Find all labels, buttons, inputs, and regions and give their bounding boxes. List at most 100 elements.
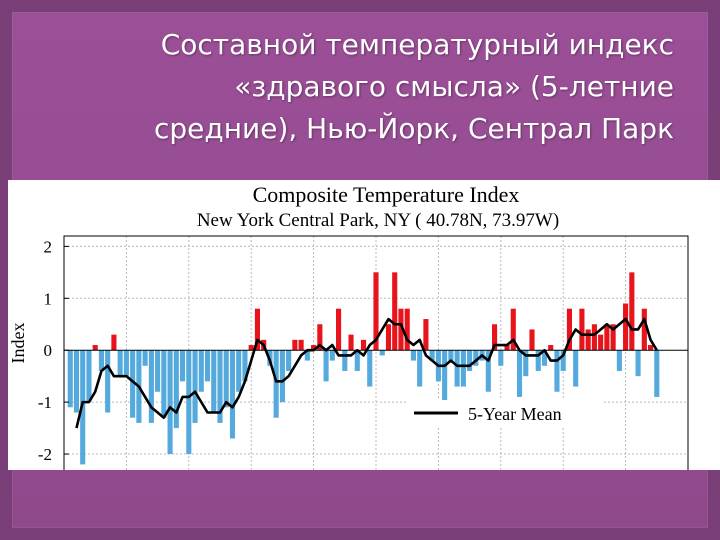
bar-1913 <box>142 350 148 366</box>
bar-1955 <box>404 308 410 351</box>
bar-1917 <box>167 350 173 455</box>
bar-1925 <box>217 350 223 423</box>
bar-1927 <box>229 350 236 439</box>
bar-1907 <box>105 350 111 413</box>
mean-series-line <box>75 317 658 429</box>
bar-1954 <box>398 308 404 351</box>
bar-1966 <box>473 350 479 366</box>
bar-1915 <box>155 350 161 392</box>
y-tick-labels: 2 1 0 -1 -2 <box>38 237 69 464</box>
bar-1980 <box>560 350 566 371</box>
bar-1977 <box>541 350 548 366</box>
bar-1947 <box>354 350 360 371</box>
bar-1956 <box>410 350 416 361</box>
bar-1930 <box>248 345 254 351</box>
bar-1931 <box>254 308 260 351</box>
bar-1978 <box>548 345 554 351</box>
bar-1961 <box>442 350 448 418</box>
y-tick-label: -2 <box>38 445 52 464</box>
bar-1938 <box>298 339 304 351</box>
bar-1971 <box>504 345 510 351</box>
bar-1940 <box>311 345 317 351</box>
bar-1923 <box>204 350 211 382</box>
bar-1941 <box>317 324 323 351</box>
bar-1901 <box>67 350 73 408</box>
bar-1972 <box>510 308 516 351</box>
bar-1970 <box>498 350 504 366</box>
chart-panel: Composite Temperature Index New York Cen… <box>8 180 720 505</box>
bar-1936 <box>286 350 292 371</box>
slide-title-line-2: «здравого смысла» (5-летние <box>234 70 674 103</box>
bar-1924 <box>211 350 217 413</box>
bar-1950 <box>373 272 379 351</box>
bar-1911 <box>130 350 136 418</box>
bar-1928 <box>236 350 242 392</box>
bar-1989 <box>616 350 622 371</box>
bar-1904 <box>86 350 92 403</box>
bar-1976 <box>535 350 541 371</box>
bar-1905 <box>92 345 98 351</box>
bar-1909 <box>117 350 123 377</box>
bar-1957 <box>417 350 423 387</box>
bar-1945 <box>342 350 348 371</box>
bar-1968 <box>485 350 491 392</box>
legend: 5-Year Mean <box>406 400 602 426</box>
slide-title-line-1: Составной температурный индекс <box>160 28 674 61</box>
bar-1985 <box>591 324 597 351</box>
bar-1982 <box>573 350 579 387</box>
slide-title: Составной температурный индекс «здравого… <box>74 24 674 150</box>
bar-1926 <box>223 350 229 408</box>
bar-1987 <box>604 324 610 351</box>
bar-1916 <box>161 350 167 418</box>
bar-1949 <box>367 350 373 387</box>
bar-1979 <box>554 350 560 392</box>
bar-1906 <box>98 350 104 371</box>
bar-1944 <box>336 308 342 351</box>
bar-1914 <box>148 350 154 423</box>
bar-1946 <box>348 334 354 351</box>
legend-label: 5-Year Mean <box>468 404 562 424</box>
bar-1951 <box>379 350 385 356</box>
temperature-index-chart: Composite Temperature Index New York Cen… <box>8 182 705 505</box>
bar-1981 <box>566 308 572 351</box>
bar-1986 <box>598 334 604 351</box>
bar-1921 <box>192 350 198 423</box>
bar-1919 <box>180 350 186 382</box>
bar-1991 <box>629 272 635 351</box>
y-tick-label: 2 <box>44 237 53 256</box>
bar-1992 <box>635 350 641 377</box>
bar-1993 <box>641 308 647 351</box>
bar-1983 <box>579 308 585 351</box>
bar-1922 <box>198 350 204 392</box>
bar-1958 <box>423 319 429 351</box>
bar-1918 <box>173 350 179 429</box>
bar-1910 <box>123 350 129 377</box>
bar-1962 <box>448 350 454 361</box>
y-tick-label: -1 <box>38 393 52 412</box>
bar-1974 <box>523 350 529 377</box>
chart-title: Composite Temperature Index <box>253 182 520 207</box>
bar-1990 <box>623 303 629 351</box>
bar-1959 <box>429 350 435 361</box>
bar-1965 <box>467 350 473 371</box>
bar-1969 <box>492 324 498 351</box>
bar-1952 <box>385 324 392 351</box>
bar-1953 <box>392 272 398 351</box>
bar-1902 <box>73 350 80 413</box>
y-tick-label: 0 <box>44 341 53 360</box>
bar-1934 <box>273 350 279 418</box>
bars <box>67 272 660 465</box>
bar-1984 <box>585 329 591 351</box>
bar-1942 <box>323 350 329 382</box>
bar-1994 <box>648 345 654 351</box>
slide-title-line-3: средние), Нью-Йорк, Сентрал Парк <box>153 112 674 145</box>
bar-1935 <box>279 350 285 403</box>
y-axis-label: Index <box>8 323 28 364</box>
bar-1937 <box>292 339 298 351</box>
bar-1939 <box>304 350 310 361</box>
bar-1920 <box>186 350 192 455</box>
bar-1908 <box>111 334 117 351</box>
bar-1988 <box>610 324 616 351</box>
bar-1948 <box>360 339 367 351</box>
bar-1943 <box>329 350 335 361</box>
